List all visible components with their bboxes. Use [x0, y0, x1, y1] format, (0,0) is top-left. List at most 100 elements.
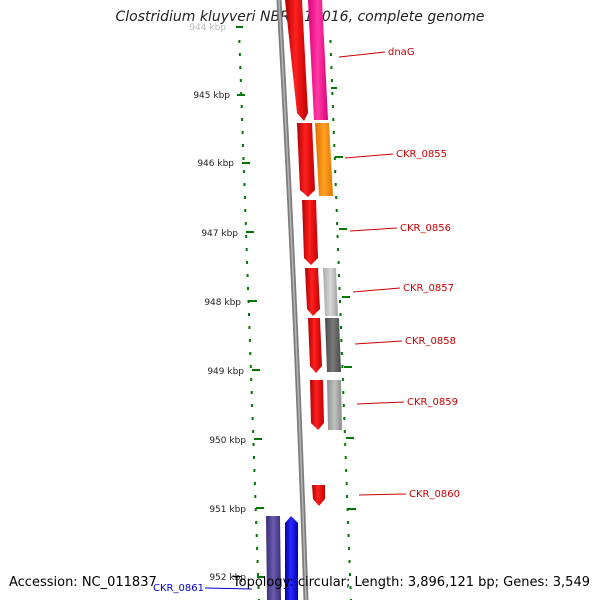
rail-dot: [244, 222, 247, 225]
topology-text: Topology: circular; Length: 3,896,121 bp…: [232, 575, 590, 590]
rail-dot: [255, 521, 258, 524]
gene-label-text: CKR_0857: [403, 283, 454, 294]
rail-dot: [333, 157, 336, 160]
cog-bar-lightgray: [323, 268, 338, 316]
gene-label-text: CKR_0861: [153, 583, 204, 594]
rail-dot: [250, 378, 253, 381]
rail-dot: [251, 404, 254, 407]
cds-CKR_0860[interactable]: [312, 485, 325, 506]
gene-label-text: dnaG: [388, 47, 415, 58]
gene-label-text: CKR_0856: [400, 223, 451, 234]
rail-dot: [337, 261, 340, 264]
genome-backbone-highlight: [278, 0, 307, 600]
cds-CKR_0855[interactable]: [297, 123, 315, 197]
rail-dot: [252, 430, 255, 433]
cog-track: [266, 0, 342, 600]
rail-dot: [242, 157, 245, 160]
rail-dot: [255, 534, 258, 537]
rail-dot: [339, 313, 342, 316]
rail-dot: [253, 456, 255, 459]
rail-dot: [341, 378, 344, 381]
gene-label-CKR_0855[interactable]: CKR_0855: [344, 149, 447, 160]
scale-label: 945 kbp: [193, 91, 230, 101]
rail-dot: [241, 118, 244, 121]
gene-label-CKR_0856[interactable]: CKR_0856: [349, 223, 451, 234]
rail-dot: [348, 560, 351, 563]
gene-label-CKR_0858[interactable]: CKR_0858: [354, 336, 456, 347]
gene-label-CKR_0859[interactable]: CKR_0859: [356, 397, 458, 408]
rail-dot: [257, 586, 260, 589]
cog-bar-purple: [266, 516, 281, 600]
rail-dot: [248, 326, 251, 329]
cds-CKR_0859[interactable]: [310, 380, 324, 430]
rail-dot: [343, 430, 346, 433]
rail-dot: [335, 209, 338, 212]
rail-dot: [340, 339, 343, 342]
cog-bar-darkgray: [325, 318, 341, 372]
scale-label: 952 kbp: [209, 573, 246, 583]
gene-label-CKR_0857[interactable]: CKR_0857: [352, 283, 454, 294]
rail-dot: [256, 560, 259, 563]
rail-dot: [330, 66, 333, 69]
rail-dot: [238, 53, 241, 56]
rail-dot: [329, 53, 332, 56]
rail-dot: [251, 417, 254, 420]
cog-bar-midgray: [327, 380, 342, 430]
rail-dot: [332, 118, 335, 121]
rail-dot: [346, 495, 349, 498]
rail-dot: [341, 365, 344, 368]
cds-CKR_0857[interactable]: [305, 268, 320, 316]
rail-dot: [239, 79, 242, 82]
rail-dot: [339, 300, 341, 303]
cds-dnaG[interactable]: [285, 0, 308, 121]
rail-dot: [248, 313, 250, 316]
rail-dot: [249, 352, 252, 355]
rail-dot: [331, 105, 334, 108]
rail-dot: [245, 235, 248, 238]
rail-dot: [243, 196, 246, 199]
rail-dot: [240, 92, 243, 95]
rail-dot: [256, 547, 259, 550]
rail-dot: [254, 508, 257, 511]
gene-label-text: CKR_0859: [407, 397, 458, 408]
gene-label-text: CKR_0855: [396, 149, 447, 160]
gene-label-CKR_0860[interactable]: CKR_0860: [358, 489, 460, 500]
rail-dot: [340, 352, 343, 355]
scale-label: 947 kbp: [201, 229, 238, 239]
rail-dot: [240, 105, 243, 108]
cog-bar-orange: [315, 123, 333, 196]
gene-label-text: CKR_0860: [409, 489, 460, 500]
rail-dot: [342, 391, 345, 394]
rail-dot: [247, 300, 250, 303]
rail-dot: [242, 170, 245, 173]
rail-dot: [247, 287, 249, 290]
gene-label-dnaG[interactable]: dnaG: [338, 47, 415, 58]
rail-dot: [333, 144, 336, 147]
cds-CKR_0861[interactable]: [285, 516, 298, 600]
gene-label-CKR_0861[interactable]: CKR_0861: [153, 583, 253, 594]
rail-dot: [246, 261, 249, 264]
rail-dot: [332, 131, 335, 134]
rail-dot: [342, 404, 345, 407]
scale-tick: 948 kbp: [204, 298, 257, 308]
rail-dot: [241, 131, 244, 134]
rail-dot: [253, 482, 256, 485]
cds-CKR_0858[interactable]: [308, 318, 322, 373]
rail-dot: [331, 92, 334, 95]
scale-tick: 949 kbp: [207, 367, 260, 377]
rail-dot: [335, 196, 338, 199]
cds-track-reverse[interactable]: [285, 516, 298, 600]
rail-dot: [329, 40, 332, 43]
rail-dot: [346, 508, 349, 511]
rail-dot: [250, 391, 253, 394]
rail-dot: [254, 495, 257, 498]
scale-label: 946 kbp: [197, 159, 234, 169]
cds-track-forward[interactable]: [285, 0, 325, 506]
rail-dot: [334, 170, 337, 173]
rail-dot: [242, 144, 244, 147]
rail-dot: [338, 274, 340, 277]
cds-CKR_0856[interactable]: [302, 200, 318, 265]
rail-dot: [340, 326, 342, 329]
rail-dot: [347, 534, 350, 537]
scale-tick: 951 kbp: [209, 505, 264, 515]
